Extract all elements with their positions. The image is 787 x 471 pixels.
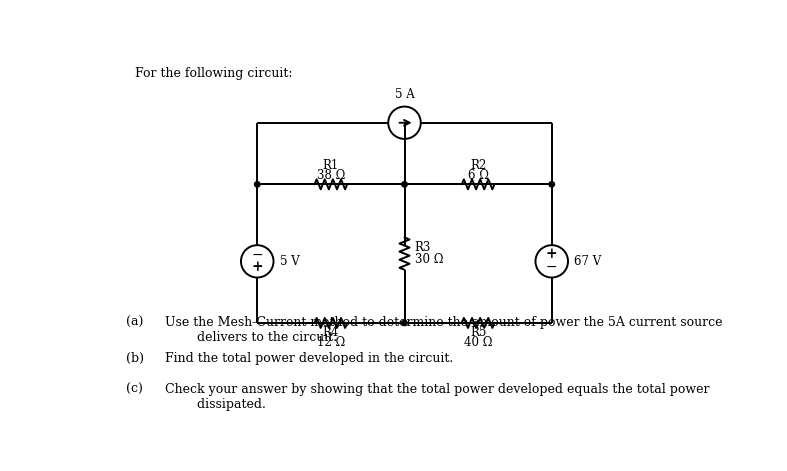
Text: R5: R5: [470, 326, 486, 339]
Text: (a): (a): [126, 316, 143, 329]
Circle shape: [402, 320, 407, 325]
Text: −: −: [546, 260, 557, 274]
Text: Check your answer by showing that the total power developed equals the total pow: Check your answer by showing that the to…: [165, 383, 710, 411]
Text: −: −: [251, 247, 263, 261]
Text: +: +: [546, 247, 557, 261]
Circle shape: [549, 182, 555, 187]
Text: R2: R2: [470, 159, 486, 172]
Text: 38 Ω: 38 Ω: [316, 169, 345, 182]
Text: R1: R1: [323, 159, 339, 172]
Text: (b): (b): [126, 352, 144, 365]
Text: 67 V: 67 V: [575, 255, 601, 268]
Circle shape: [402, 182, 407, 187]
Text: +: +: [251, 260, 263, 274]
Text: R4: R4: [323, 326, 339, 339]
Text: (c): (c): [126, 383, 142, 396]
Text: 5 V: 5 V: [279, 255, 300, 268]
Text: 5 A: 5 A: [394, 88, 415, 101]
Text: Use the Mesh-Current method to determine the amount of power the 5A current sour: Use the Mesh-Current method to determine…: [165, 316, 723, 344]
Text: For the following circuit:: For the following circuit:: [135, 67, 293, 81]
Circle shape: [254, 182, 260, 187]
Text: 30 Ω: 30 Ω: [415, 253, 443, 266]
Text: Find the total power developed in the circuit.: Find the total power developed in the ci…: [165, 352, 454, 365]
Text: R3: R3: [415, 241, 431, 254]
Text: 40 Ω: 40 Ω: [464, 336, 493, 349]
Text: 6 Ω: 6 Ω: [467, 169, 489, 182]
Text: 12 Ω: 12 Ω: [316, 336, 345, 349]
